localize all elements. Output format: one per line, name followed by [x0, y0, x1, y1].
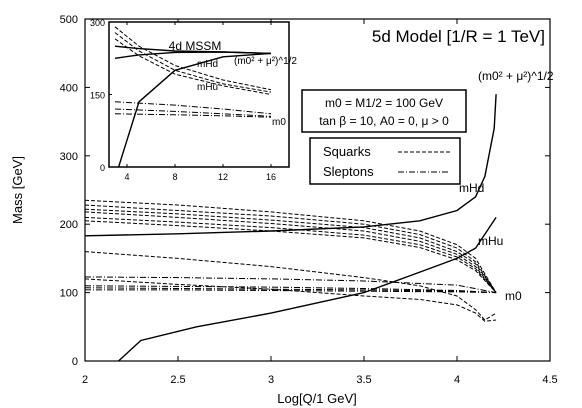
- inset-series-curve-5: [114, 38, 272, 95]
- main-series-curve-7: [84, 220, 497, 293]
- main-x-tick-label: 4.5: [542, 374, 557, 386]
- main-x-tick-label: 2: [82, 374, 88, 386]
- label-mHu: mHu: [478, 234, 503, 248]
- legend-frame: [309, 137, 461, 185]
- main-plot-frame: [84, 18, 551, 362]
- main-series-curve-10: [84, 276, 497, 294]
- main-x-tick-label: 3: [268, 374, 274, 386]
- inset-curves: [114, 26, 272, 168]
- inset-y-tick-label: 0: [100, 163, 105, 173]
- main-series-curve-12: [84, 287, 497, 294]
- inset-series-curve-4: [114, 32, 272, 93]
- x-axis-title: Log[Q/1 GeV]: [277, 391, 357, 406]
- inset-series-curve-6: [114, 101, 272, 115]
- main-y-tick-label: 400: [60, 82, 78, 94]
- main-series-curve-6: [84, 216, 497, 293]
- main-series-mhd: [84, 94, 497, 237]
- inset-x-tick-label: 16: [266, 172, 276, 182]
- label-mHd: mHd: [459, 181, 484, 195]
- main-y-tick-label: 500: [60, 14, 78, 26]
- params-line-2: tan β = 10, A0 = 0, μ > 0: [319, 114, 449, 128]
- inset-x-tick-label: 4: [124, 172, 129, 182]
- main-y-tick-label: 0: [72, 356, 78, 368]
- inset-label-mHd: mHd: [197, 59, 218, 70]
- inset-y-tick-label: 150: [90, 91, 105, 101]
- inset-y-tick-label: 300: [90, 18, 105, 28]
- main-series-curve-4: [84, 208, 497, 293]
- main-series-curve-13: [85, 289, 497, 294]
- main-series-curve-9: [84, 278, 497, 322]
- main-y-tick-label: 100: [60, 288, 78, 300]
- inset-series-mhu: [117, 52, 272, 168]
- inset-series--m0-1-2: [114, 45, 272, 55]
- main-title: 5d Model [1/R = 1 TeV]: [372, 27, 545, 46]
- inset-x-tick-label: 12: [218, 172, 228, 182]
- params-box-frame: [301, 89, 467, 133]
- legend-label-squarks: Squarks: [323, 144, 371, 159]
- main-x-tick-label: 3.5: [356, 374, 371, 386]
- main-series-curve-5: [84, 211, 497, 293]
- main-curves: [84, 94, 497, 362]
- inset: 4 8 12 16 0 150 300 4d MSSM mHd (m0² + μ²)^1/2…: [90, 18, 297, 182]
- inset-ticks: 4 8 12 16 0 150 300: [90, 18, 276, 182]
- y-axis-title: Mass [GeV]: [10, 156, 25, 224]
- main-ticks: 2 2.5 3 3.5 4 4.5 0 100 200 300 400 500: [60, 14, 558, 386]
- inset-x-tick-label: 8: [172, 172, 177, 182]
- params-box: m0 = M1/2 = 100 GeV tan β = 10, A0 = 0, …: [301, 89, 467, 133]
- main-y-tick-label: 300: [60, 151, 78, 163]
- legend: Squarks Sleptons: [309, 137, 461, 185]
- main-x-tick-label: 4: [454, 374, 460, 386]
- inset-title: 4d MSSM: [169, 39, 222, 53]
- main-y-tick-label: 200: [60, 219, 78, 231]
- params-line-1: m0 = M1/2 = 100 GeV: [325, 96, 443, 110]
- label-mix: (m0² + μ²)^1/2: [478, 69, 554, 83]
- main-x-tick-label: 2.5: [170, 374, 185, 386]
- main-series-mhu: [118, 217, 497, 362]
- inset-label-mHu: mHu: [197, 82, 218, 93]
- inset-series-curve-3: [114, 26, 272, 91]
- main-series-curve-3: [84, 204, 497, 293]
- inset-series-curve-7: [114, 108, 272, 117]
- inset-series-curve-8: [114, 113, 272, 118]
- main-series-curve-11: [84, 285, 497, 294]
- label-m0: m0: [505, 289, 522, 303]
- inset-label-mix: (m0² + μ²)^1/2: [234, 56, 297, 67]
- inset-label-m0: m0: [272, 117, 286, 128]
- main-series-curve-8: [84, 251, 497, 321]
- main-series-curve-2: [84, 199, 497, 293]
- legend-label-sleptons: Sleptons: [323, 164, 374, 179]
